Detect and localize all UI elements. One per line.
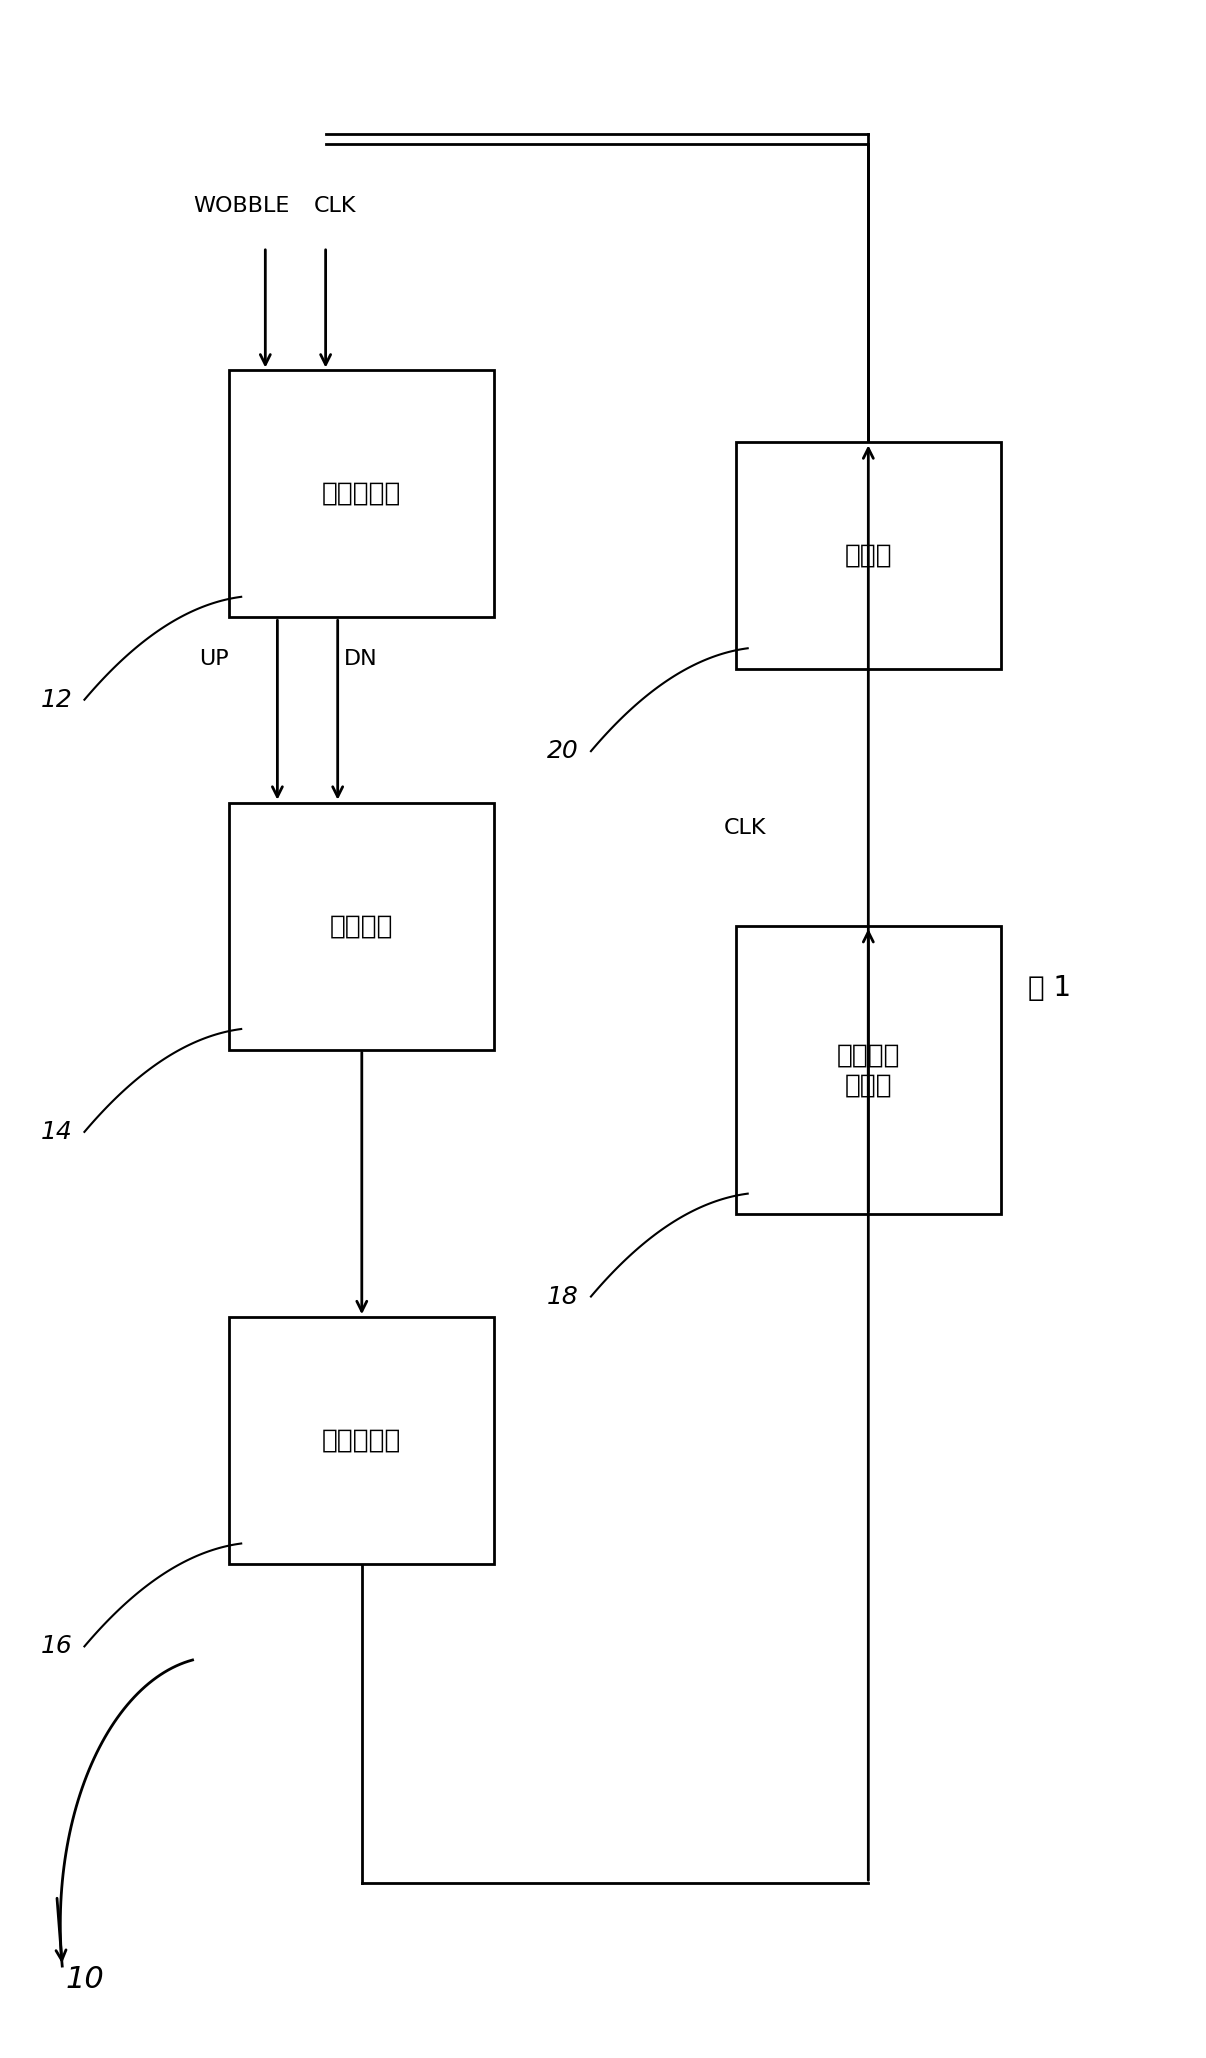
Bar	[736, 442, 1001, 669]
Text: 12: 12	[41, 687, 72, 712]
Text: 充电电路: 充电电路	[330, 914, 393, 938]
Text: 20: 20	[548, 739, 579, 764]
Bar	[229, 803, 494, 1050]
Text: 回路滤波器: 回路滤波器	[322, 1428, 402, 1453]
Text: 14: 14	[41, 1120, 72, 1144]
Text: 分频器: 分频器	[844, 543, 892, 568]
Text: 16: 16	[41, 1634, 72, 1659]
Text: 10: 10	[65, 1965, 104, 1994]
Text: UP: UP	[199, 648, 229, 669]
Text: DN: DN	[344, 648, 377, 669]
Text: CLK: CLK	[724, 819, 766, 838]
Bar	[229, 370, 494, 617]
Text: CLK: CLK	[314, 196, 356, 216]
Text: 图 1: 图 1	[1028, 973, 1071, 1002]
Bar	[229, 1317, 494, 1564]
Text: 电压控制
振荡器: 电压控制 振荡器	[837, 1041, 900, 1099]
Bar	[736, 926, 1001, 1214]
Text: WOBBLE: WOBBLE	[193, 196, 289, 216]
Text: 18: 18	[548, 1284, 579, 1309]
Text: 相位检测器: 相位检测器	[322, 482, 402, 506]
